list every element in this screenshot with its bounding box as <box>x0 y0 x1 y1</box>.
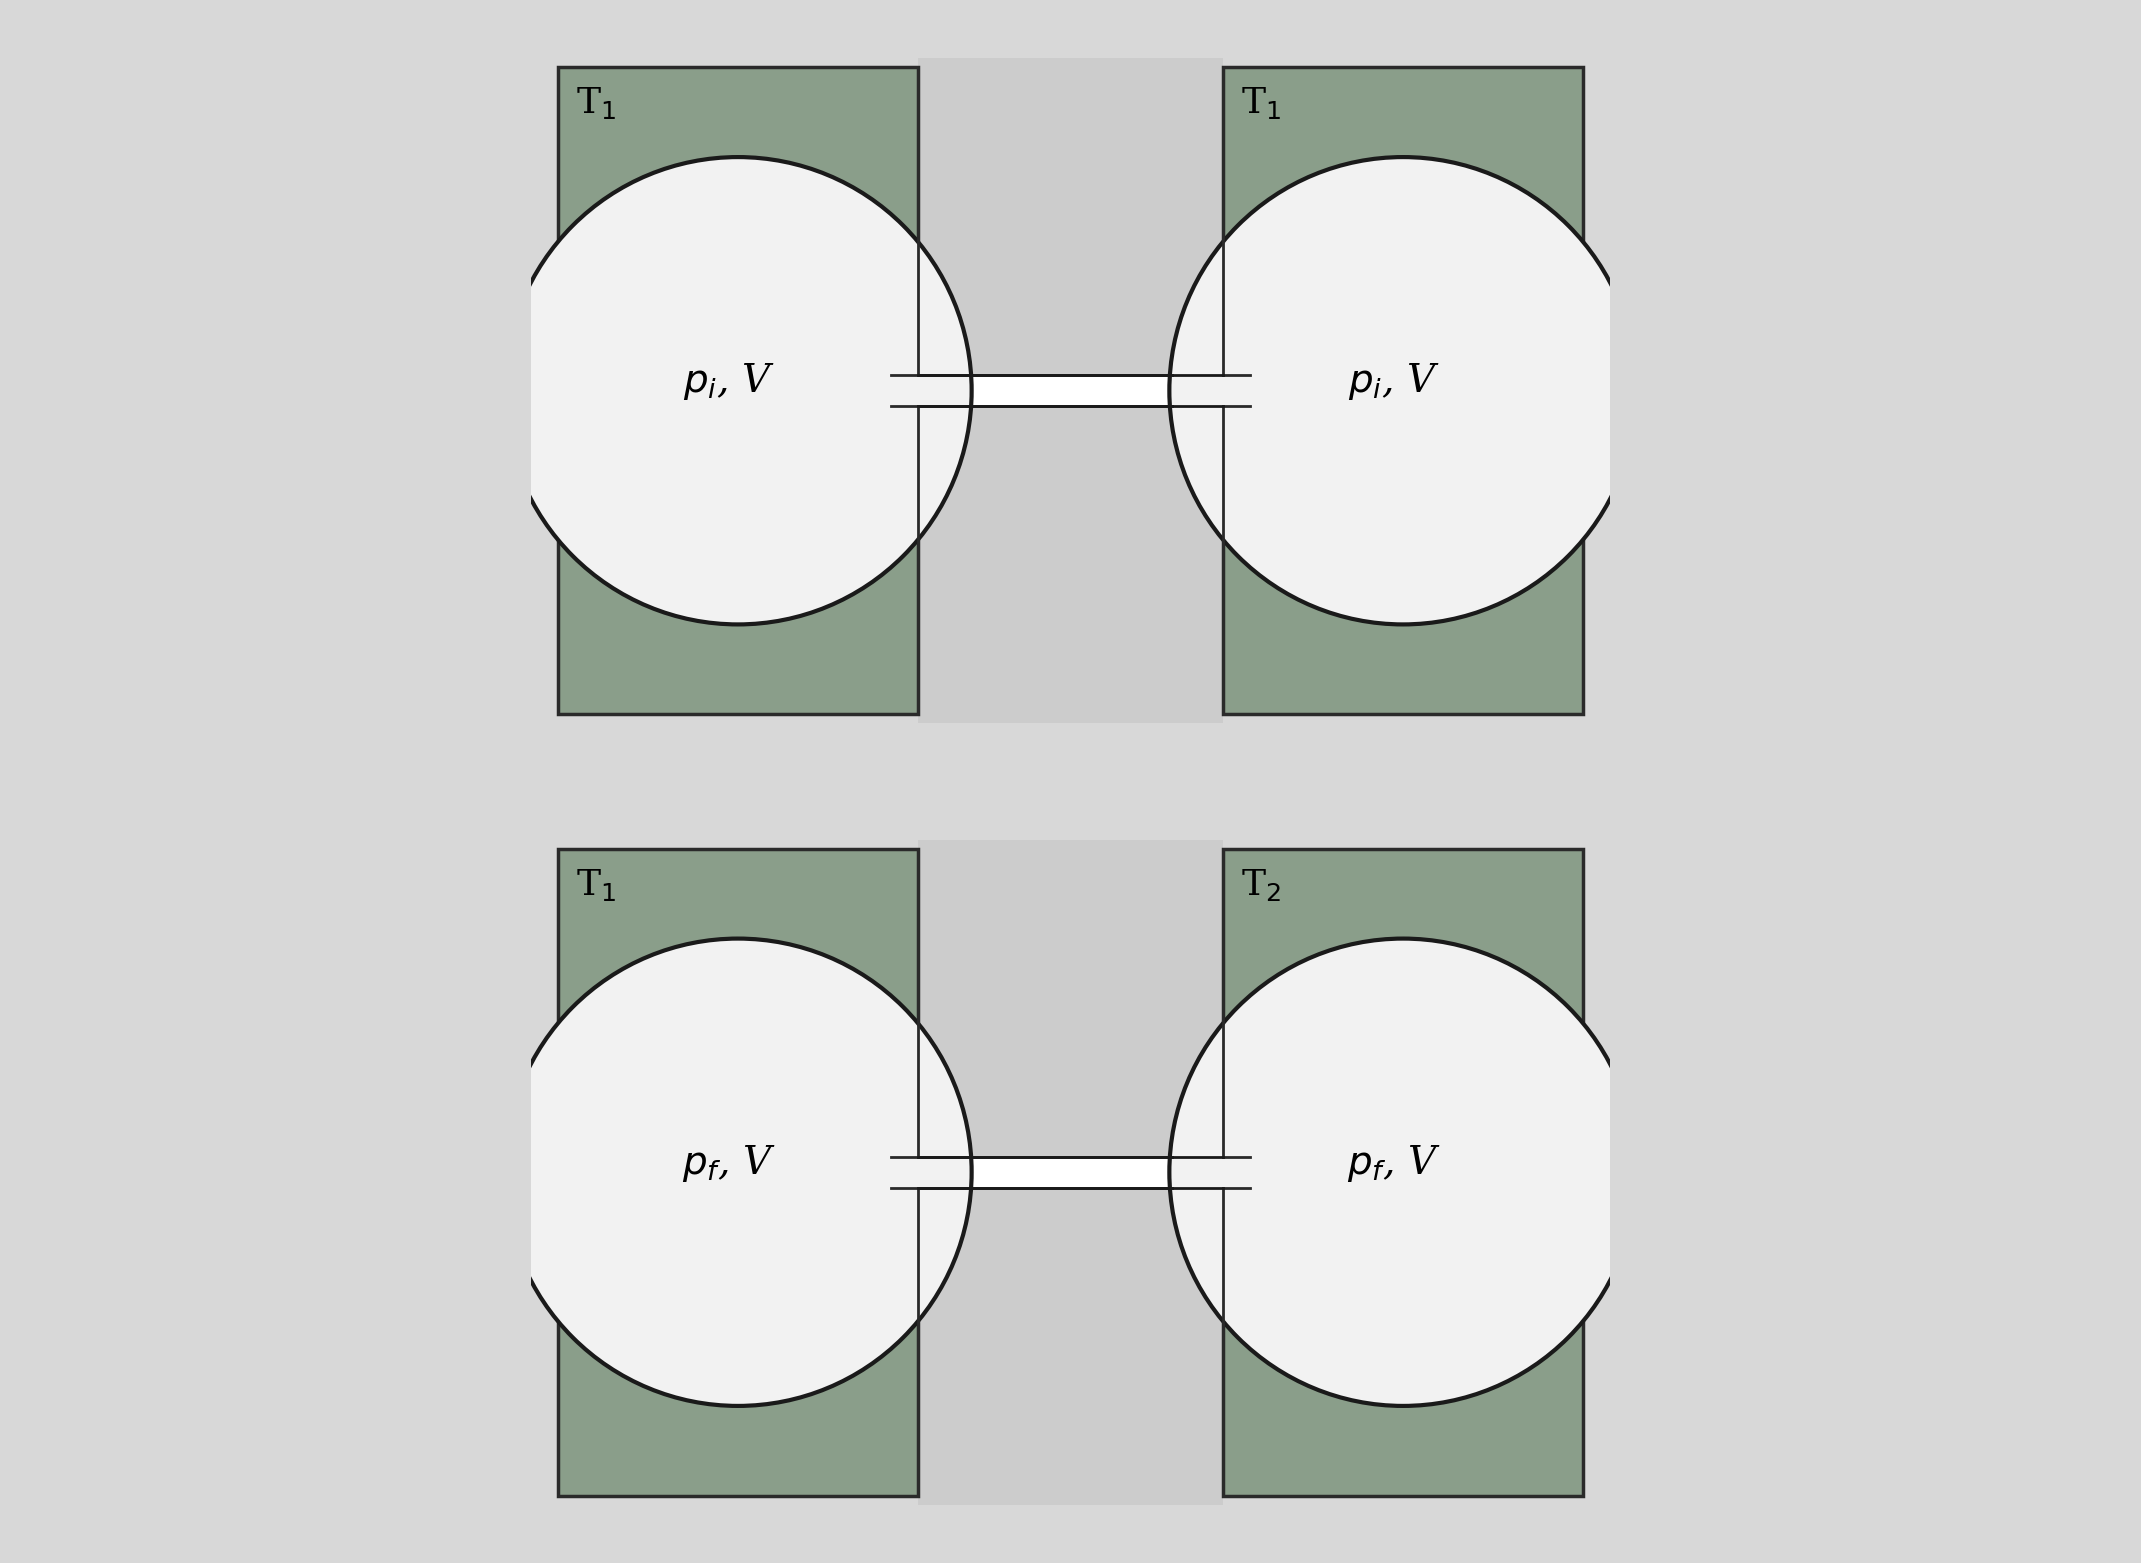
Bar <box>1223 67 1582 714</box>
Text: $p_i$, V: $p_i$, V <box>683 361 775 402</box>
Ellipse shape <box>505 938 972 1407</box>
Bar <box>514 1152 743 1193</box>
Ellipse shape <box>505 158 972 624</box>
Bar <box>559 67 918 714</box>
Text: T$_1$: T$_1$ <box>1242 86 1282 122</box>
Text: T$_2$: T$_2$ <box>1242 866 1280 903</box>
Ellipse shape <box>1169 158 1636 624</box>
Text: T$_1$: T$_1$ <box>576 866 617 903</box>
Bar <box>514 370 743 411</box>
Bar <box>1173 1152 1402 1193</box>
Bar <box>914 375 1227 406</box>
Bar <box>914 1157 1227 1188</box>
Text: $p_f$, V: $p_f$, V <box>683 1143 775 1183</box>
Bar <box>918 839 1223 1505</box>
Bar <box>1173 370 1402 411</box>
Bar <box>1223 849 1582 1496</box>
Text: T$_1$: T$_1$ <box>576 86 617 122</box>
Ellipse shape <box>1169 938 1636 1407</box>
Bar <box>918 58 1223 724</box>
Text: $p_i$, V: $p_i$, V <box>1349 361 1439 402</box>
Text: $p_f$, V: $p_f$, V <box>1347 1143 1441 1183</box>
Bar <box>559 849 918 1496</box>
